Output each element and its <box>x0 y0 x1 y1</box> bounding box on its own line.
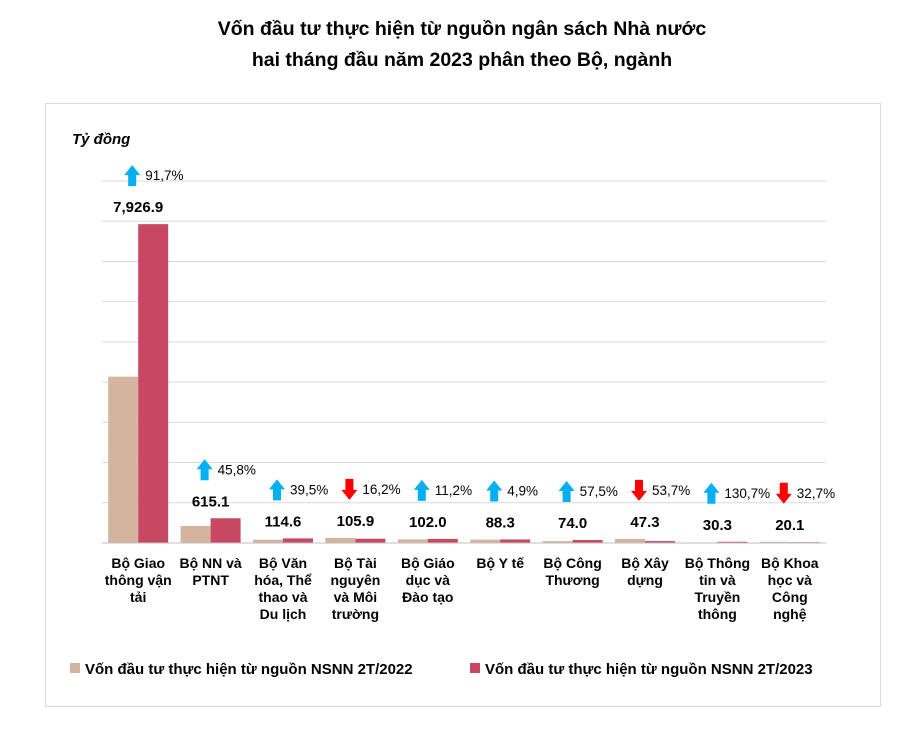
data-label: 114.6 <box>265 513 302 530</box>
change-percent-label: 16,2% <box>362 482 400 497</box>
x-tick-label: Bộ Giáo dục và Đào tạo <box>401 555 455 605</box>
bar-2023 <box>210 518 241 543</box>
bar-2022 <box>253 539 283 543</box>
bar-2022 <box>615 538 645 543</box>
data-label: 88.3 <box>486 514 515 531</box>
chart-title-line-2: hai tháng đầu năm 2023 phân theo Bộ, ngà… <box>251 49 673 71</box>
data-label: 74.0 <box>558 515 587 532</box>
bar-2022 <box>180 526 211 543</box>
legend-label-2022: Vốn đầu tư thực hiện từ nguồn NSNN 2T/20… <box>85 661 413 678</box>
arrow-up-icon <box>124 165 141 187</box>
arrow-up-icon <box>196 459 213 481</box>
change-percent-label: 4,9% <box>507 483 538 498</box>
x-tick-label: Bộ Tài nguyên và Môi trường <box>331 555 381 622</box>
chart-title-line-1: Vốn đầu tư thực hiện từ nguồn ngân sách … <box>217 18 707 40</box>
chart-legend: Vốn đầu tư thực hiện từ nguồn NSNN 2T/20… <box>70 661 870 683</box>
data-label: 30.3 <box>703 517 732 534</box>
change-percent-label: 57,5% <box>580 484 618 499</box>
legend-swatch-2022 <box>70 663 80 673</box>
arrow-up-icon <box>269 479 285 501</box>
legend-item-2022: Vốn đầu tư thực hiện từ nguồn NSNN 2T/20… <box>70 661 413 678</box>
arrow-up-icon <box>486 480 503 502</box>
legend-label-2023: Vốn đầu tư thực hiện từ nguồn NSNN 2T/20… <box>485 661 813 678</box>
x-tick-label: Bộ Xây dựng <box>621 555 669 588</box>
bar-2023 <box>500 539 531 543</box>
arrow-down-icon <box>341 478 358 500</box>
chart-title: Vốn đầu tư thực hiện từ nguồn ngân sách … <box>0 14 924 76</box>
arrow-up-icon <box>413 479 430 501</box>
x-tick-label: Bộ Thông tin và Truyền thông <box>685 555 750 622</box>
arrow-down-icon <box>631 479 647 501</box>
data-label: 102.0 <box>409 514 447 531</box>
change-percent-label: 53,7% <box>652 483 690 498</box>
bar-2022 <box>759 541 790 543</box>
data-label: 105.9 <box>337 513 375 530</box>
bar-2022 <box>542 541 573 543</box>
arrow-up-icon <box>558 481 575 503</box>
x-tick-label: Bộ Văn hóa, Thể thao và Du lịch <box>254 555 312 622</box>
change-percent-label: 45,8% <box>218 462 256 477</box>
change-percent-label: 91,7% <box>145 168 183 183</box>
bar-2023 <box>572 540 603 543</box>
bar-2023 <box>645 541 675 543</box>
x-tick-label: Bộ Giao thông vận tải <box>105 555 172 605</box>
bar-2023 <box>283 538 313 543</box>
legend-swatch-2023 <box>470 663 480 673</box>
bar-2023 <box>138 224 169 543</box>
change-percent-label: 11,2% <box>435 483 472 498</box>
bar-2022 <box>397 539 428 543</box>
x-tick-label: Bộ NN và PTNT <box>179 555 241 588</box>
bar-2023 <box>427 538 458 543</box>
change-percent-label: 32,7% <box>797 486 835 501</box>
arrow-down-icon <box>775 482 792 504</box>
change-percent-label: 130,7% <box>724 486 770 501</box>
data-label: 20.1 <box>775 517 804 534</box>
bar-2022 <box>470 539 501 543</box>
change-percent-label: 39,5% <box>290 482 328 497</box>
chart-frame <box>45 103 881 707</box>
bar-2022 <box>325 537 356 543</box>
legend-item-2023: Vốn đầu tư thực hiện từ nguồn NSNN 2T/20… <box>470 661 813 678</box>
bar-2022 <box>108 376 139 543</box>
y-axis-unit-label: Tỷ đồng <box>72 131 131 148</box>
x-tick-label: Bộ Y tế <box>476 555 524 571</box>
arrow-up-icon <box>703 482 720 504</box>
data-label: 47.3 <box>630 514 659 531</box>
x-tick-label: Bộ Công Thương <box>543 555 601 588</box>
bar-2023 <box>355 538 386 543</box>
data-label: 615.1 <box>192 493 230 510</box>
bar-2023 <box>717 541 748 543</box>
x-tick-label: Bộ Khoa học và Công nghệ <box>761 555 819 622</box>
data-label: 7,926.9 <box>113 199 163 216</box>
